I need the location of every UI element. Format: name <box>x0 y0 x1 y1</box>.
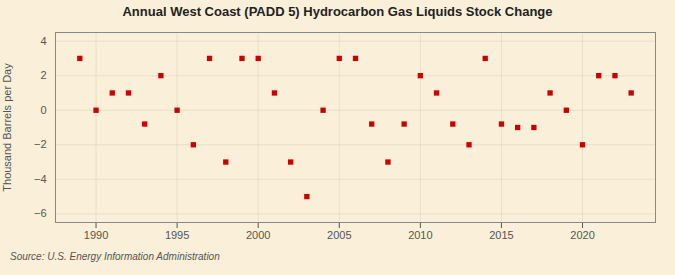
svg-text:2005: 2005 <box>327 229 351 241</box>
svg-text:2020: 2020 <box>570 229 594 241</box>
html-text:Annual West Coast (PADD 5) Hyd: Annual West Coast (PADD 5) Hydrocarbon G… <box>122 4 553 19</box>
svg-text:1990: 1990 <box>84 229 108 241</box>
svg-text:4: 4 <box>40 35 46 47</box>
svg-text:2: 2 <box>40 69 46 81</box>
html-text:Source: U.S. Energy Informatio: Source: U.S. Energy Information Administ… <box>10 251 220 262</box>
svg-text:2000: 2000 <box>246 229 270 241</box>
svg-text:−6: −6 <box>34 207 47 219</box>
svg-text:2015: 2015 <box>489 229 513 241</box>
svg-text:−4: −4 <box>34 173 47 185</box>
svg-text:1995: 1995 <box>165 229 189 241</box>
svg-text:Thousand Barrels per Day: Thousand Barrels per Day <box>1 63 13 192</box>
svg-text:2010: 2010 <box>408 229 432 241</box>
svg-text:−2: −2 <box>34 138 47 150</box>
svg-text:0: 0 <box>40 104 46 116</box>
